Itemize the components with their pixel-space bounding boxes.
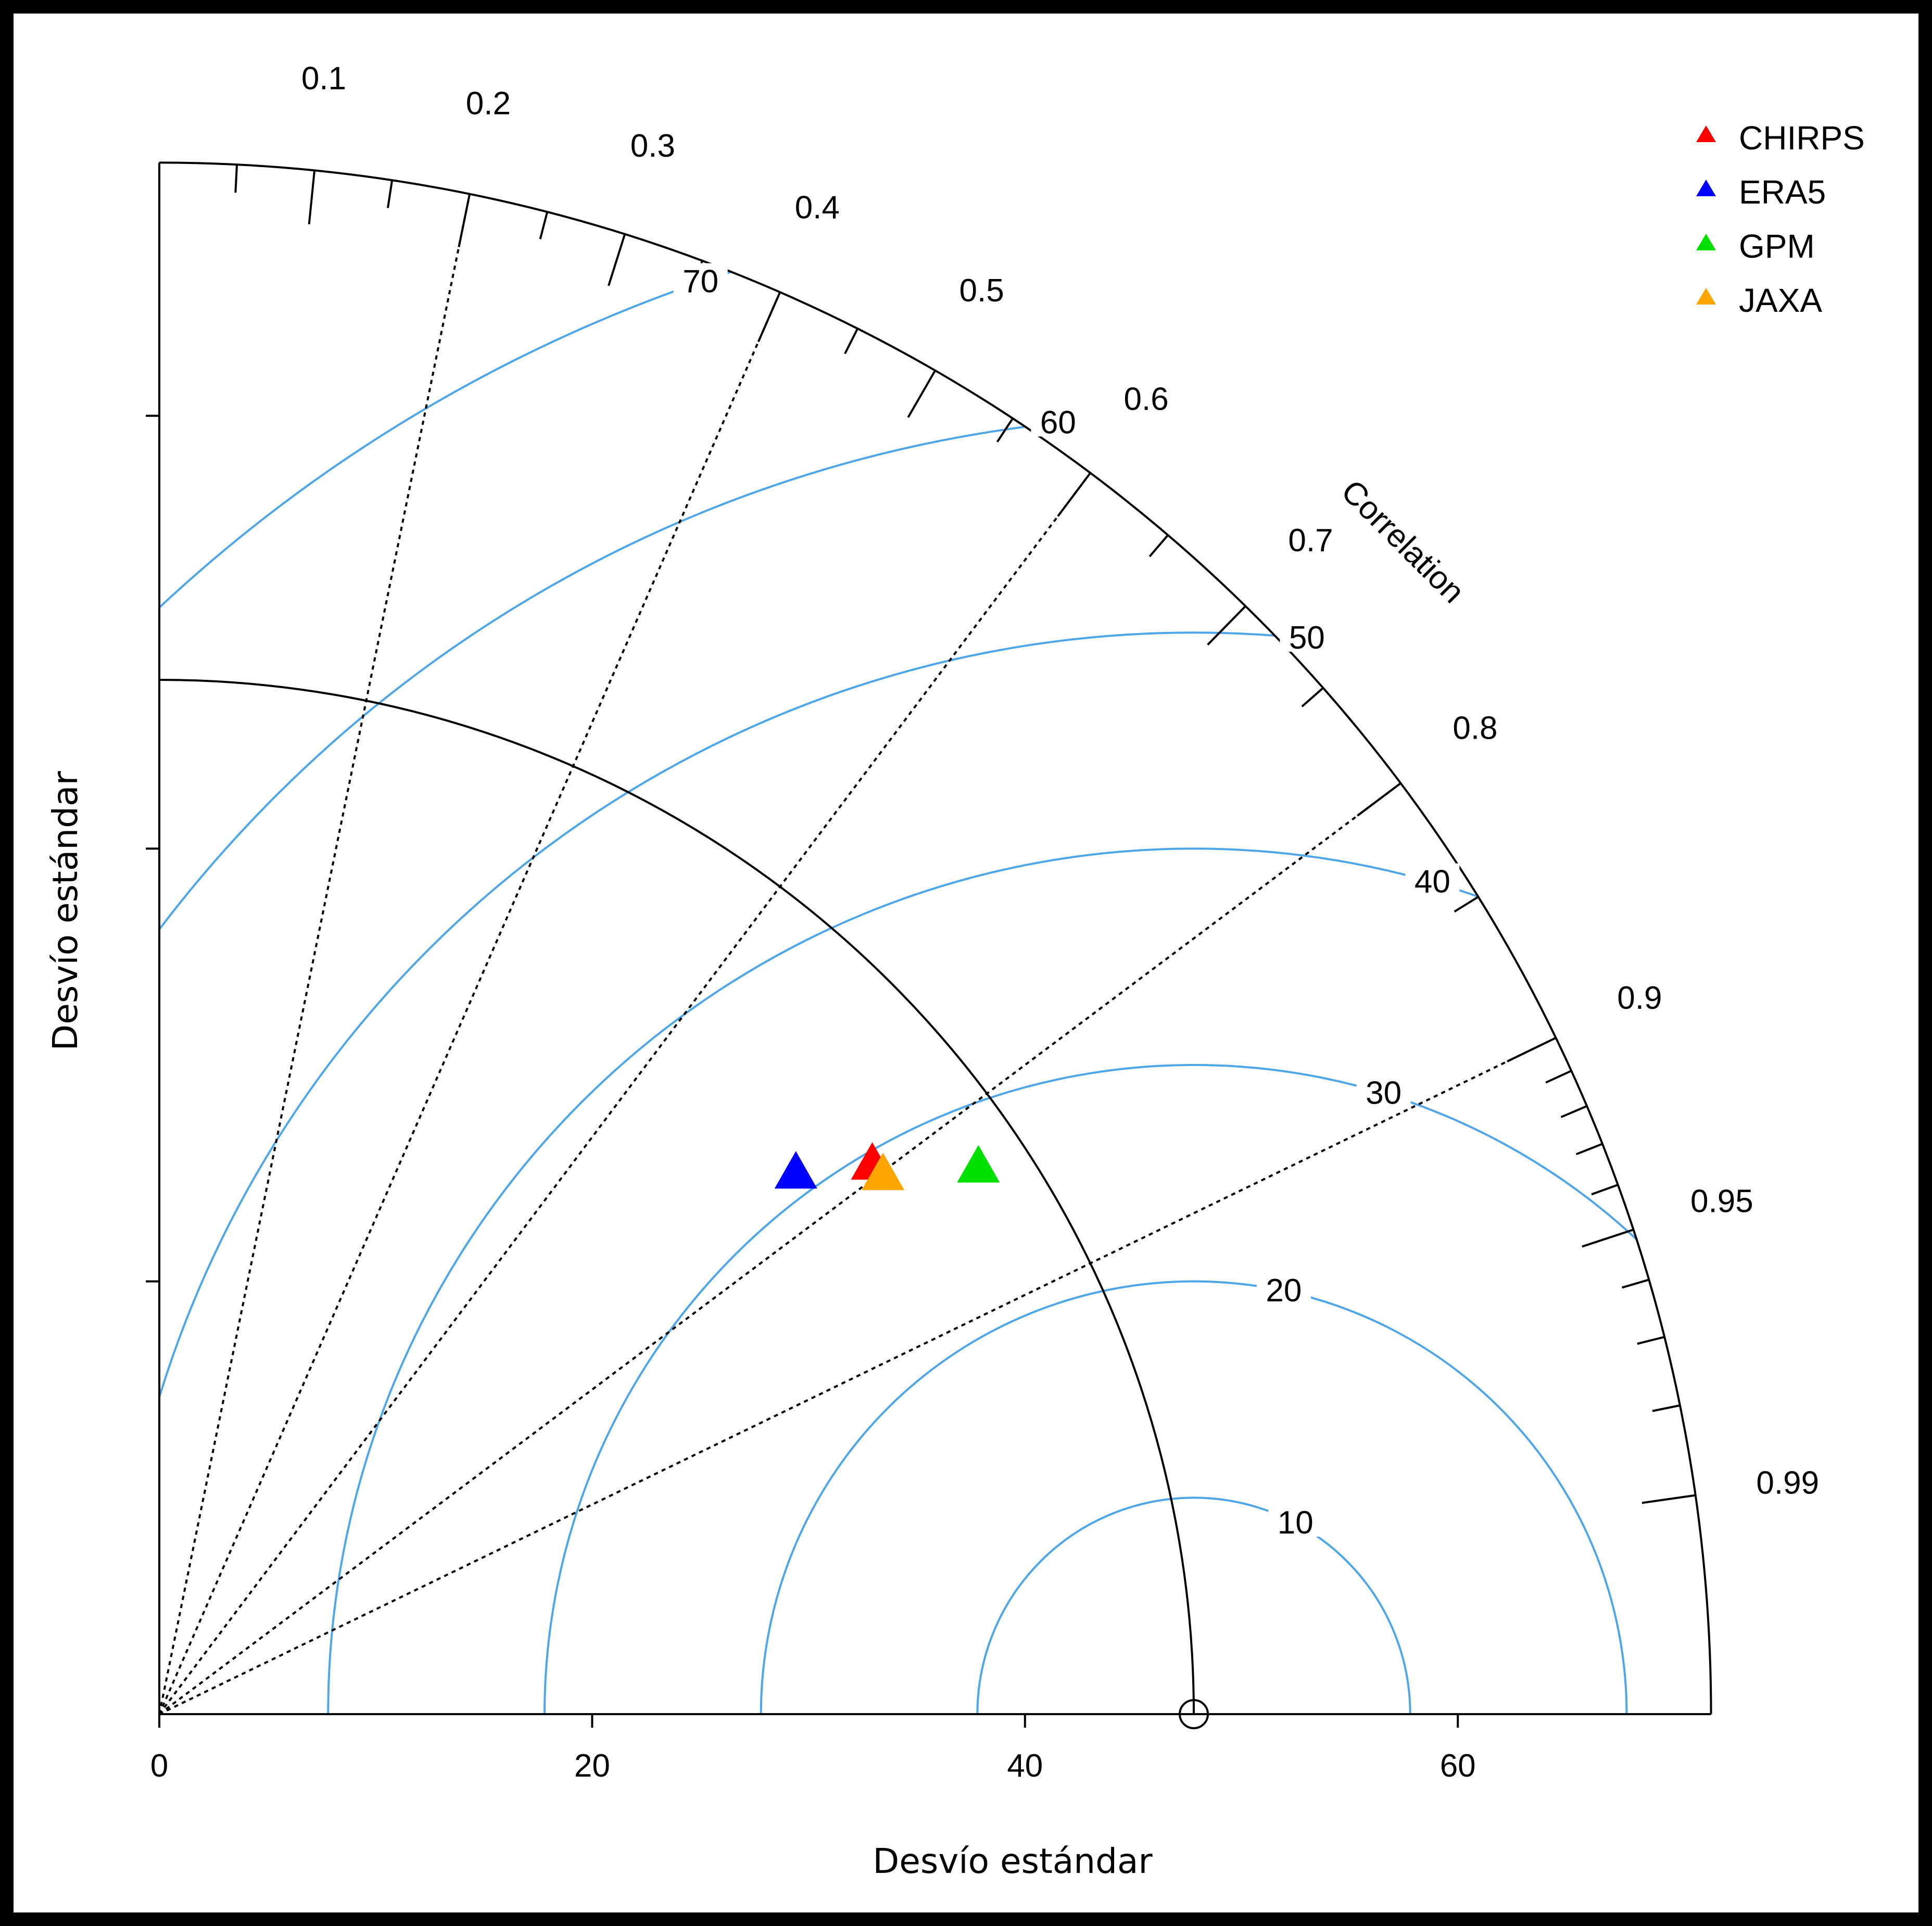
correlation-minor-tick: [1621, 1278, 1649, 1289]
correlation-ticks: 0.1 0.2 0.3 0.4 0.5 0.6 0.7 0.8 0.9 0.95 0.99: [234, 61, 1819, 1504]
rmsd-label-bg: [1256, 1272, 1311, 1304]
rmsd-label-bg: [1356, 1074, 1411, 1107]
correlation-tick-label: 0.9: [1617, 980, 1662, 1016]
correlation-tick-label: 0.3: [630, 128, 675, 164]
x-tick-label: 40: [1007, 1748, 1043, 1784]
rmsd-label-bg: [673, 263, 728, 296]
rmsd-contour: [760, 1280, 1628, 1715]
correlation-tick-label: 0.4: [795, 189, 840, 225]
correlation-minor-tick: [996, 417, 1014, 442]
legend-label-chirps: CHIRPS: [1739, 119, 1865, 157]
correlation-major-tick: [608, 234, 626, 286]
correlation-minor-tick: [1560, 1105, 1587, 1118]
rmsd-contour: [159, 631, 1711, 1715]
correlation-minor-tick: [539, 211, 549, 239]
correlation-minor-tick: [387, 180, 394, 208]
correlation-tick-label: 0.7: [1288, 523, 1333, 559]
correlation-tick-label: 0.95: [1690, 1184, 1753, 1220]
rmsd-contour: [543, 1063, 1711, 1715]
correlation-major-tick: [1507, 1037, 1557, 1062]
x-tick-label: 60: [1440, 1748, 1476, 1784]
correlation-minor-tick: [1148, 534, 1169, 557]
correlation-tick-label: 0.5: [959, 273, 1004, 309]
data-points: [774, 1142, 1000, 1190]
legend-marker-jaxa: [1696, 288, 1716, 305]
correlation-minor-tick: [1575, 1143, 1603, 1156]
sd-arcs: [159, 161, 1712, 1729]
point-gpm: [957, 1145, 1000, 1183]
rmsd-contours: [159, 198, 1711, 1715]
correlation-line: [158, 782, 1401, 1715]
x-tick-label: 0: [150, 1748, 168, 1784]
rmsd-label: 50: [1289, 620, 1325, 656]
legend-marker-era5: [1696, 180, 1716, 196]
correlation-major-tick: [1582, 1228, 1634, 1248]
correlation-tick-label: 0.8: [1453, 710, 1497, 746]
rmsd-label: 10: [1278, 1505, 1314, 1541]
rmsd-label: 70: [683, 264, 718, 300]
correlation-tick-label: 0.6: [1123, 382, 1168, 417]
correlation-line: [159, 1037, 1557, 1715]
rmsd-label-bg: [1031, 404, 1085, 437]
rmsd-contour: [327, 847, 1711, 1715]
reference-arc: [159, 678, 1195, 1715]
correlation-major-tick: [1641, 1494, 1696, 1504]
x-tick-label: 20: [574, 1748, 610, 1784]
correlation-tick-label: 0.1: [301, 61, 346, 97]
rmsd-label: 30: [1366, 1075, 1401, 1111]
axes: 0 20 40 60: [146, 162, 1711, 1784]
rmsd-label: 40: [1415, 864, 1450, 900]
correlation-major-tick: [308, 170, 316, 224]
correlation-major-tick: [1357, 782, 1401, 817]
correlation-minor-tick: [234, 164, 238, 193]
rmsd-label-bg: [1268, 1504, 1323, 1537]
correlation-line: [158, 292, 781, 1715]
rmsd-contour: [159, 198, 1711, 1715]
legend-label-era5: ERA5: [1739, 173, 1826, 211]
correlation-major-tick: [458, 194, 471, 247]
rmsd-label: 20: [1266, 1273, 1302, 1309]
outer-arc: [159, 161, 1712, 1715]
correlation-line: [158, 194, 471, 1715]
x-axis-title: Desvío estándar: [873, 1841, 1153, 1881]
rmsd-label: 60: [1040, 404, 1076, 440]
correlation-minor-tick: [1652, 1404, 1681, 1412]
correlation-major-tick: [1207, 605, 1246, 646]
legend: CHIRPS ERA5 GPM JAXA: [1696, 119, 1865, 319]
legend-marker-chirps: [1696, 125, 1716, 142]
legend-marker-gpm: [1696, 234, 1716, 250]
legend-label-jaxa: JAXA: [1739, 282, 1822, 319]
correlation-minor-tick: [1637, 1336, 1665, 1345]
correlation-axis-label: Correlation: [1334, 473, 1471, 610]
correlation-major-tick: [907, 370, 937, 418]
correlation-minor-tick: [1454, 896, 1479, 913]
correlation-major-tick: [1057, 472, 1091, 517]
correlation-tick-label: 0.99: [1756, 1465, 1819, 1501]
y-axis-title: Desvío estándar: [45, 771, 85, 1051]
correlation-minor-tick: [1545, 1070, 1572, 1084]
legend-label-gpm: GPM: [1739, 227, 1815, 265]
correlation-major-tick: [757, 292, 781, 343]
rmsd-label-bg: [1405, 863, 1460, 896]
correlation-minor-tick: [1301, 687, 1324, 707]
correlation-minor-tick: [844, 328, 859, 354]
correlation-minor-tick: [1591, 1184, 1619, 1196]
rmsd-label-bg: [1280, 619, 1334, 652]
rmsd-contour: [976, 1497, 1411, 1715]
correlation-lines: [158, 194, 1557, 1715]
point-jaxa: [862, 1152, 905, 1190]
correlation-tick-label: 0.2: [466, 86, 511, 122]
correlation-line: [158, 472, 1091, 1715]
point-era5: [774, 1151, 817, 1189]
